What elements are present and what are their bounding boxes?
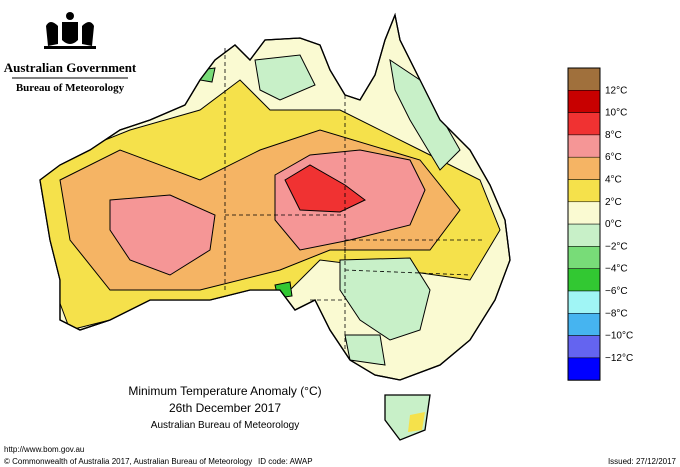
legend-swatch [567,90,601,113]
header-title: Australian Government [4,60,137,75]
legend-label: −2°C [605,241,628,252]
caption-title: Minimum Temperature Anomaly (°C) [128,384,321,398]
legend-frame [567,67,601,381]
footer-id: ID code: AWAP [258,457,313,466]
legend-label: −6°C [605,286,628,297]
legend-label: 10°C [605,108,627,119]
legend-label: −8°C [605,308,628,319]
legend-label: 4°C [605,175,622,186]
legend-swatch [567,134,601,158]
legend-swatch [567,156,601,180]
caption-date: 26th December 2017 [169,401,281,415]
legend-swatch [567,268,601,292]
legend-swatch [567,112,601,136]
legend: 12°C 10°C 8°C 6°C 4°C 2°C 0°C −2°C −4°C −6°C −8°C −… [567,67,633,381]
legend-swatch [567,179,601,203]
caption-source: Australian Bureau of Meteorology [151,420,299,431]
legend-label: −12°C [605,353,633,364]
footer-issued: Issued: 27/12/2017 [608,457,677,466]
legend-swatch [567,223,601,247]
legend-swatch [567,357,601,381]
legend-label: −4°C [605,264,628,275]
header-subtitle: Bureau of Meteorology [16,82,125,94]
legend-swatch [567,246,601,269]
legend-swatch [567,67,601,91]
legend-label: 2°C [605,197,622,208]
footer-url: http://www.bom.gov.au [4,445,84,454]
legend-label: 0°C [605,219,622,230]
map [39,14,511,441]
legend-swatch [567,290,601,314]
state-borders [224,48,485,352]
coat-of-arms [44,12,96,49]
legend-swatch [567,335,601,359]
legend-label: −10°C [605,331,633,342]
footer-copyright: © Commonwealth of Australia 2017, Austra… [4,457,252,466]
legend-swatch [567,201,601,225]
legend-label: 6°C [605,152,622,163]
legend-swatch [567,313,601,336]
legend-label: 12°C [605,85,627,96]
legend-label: 8°C [605,130,622,141]
